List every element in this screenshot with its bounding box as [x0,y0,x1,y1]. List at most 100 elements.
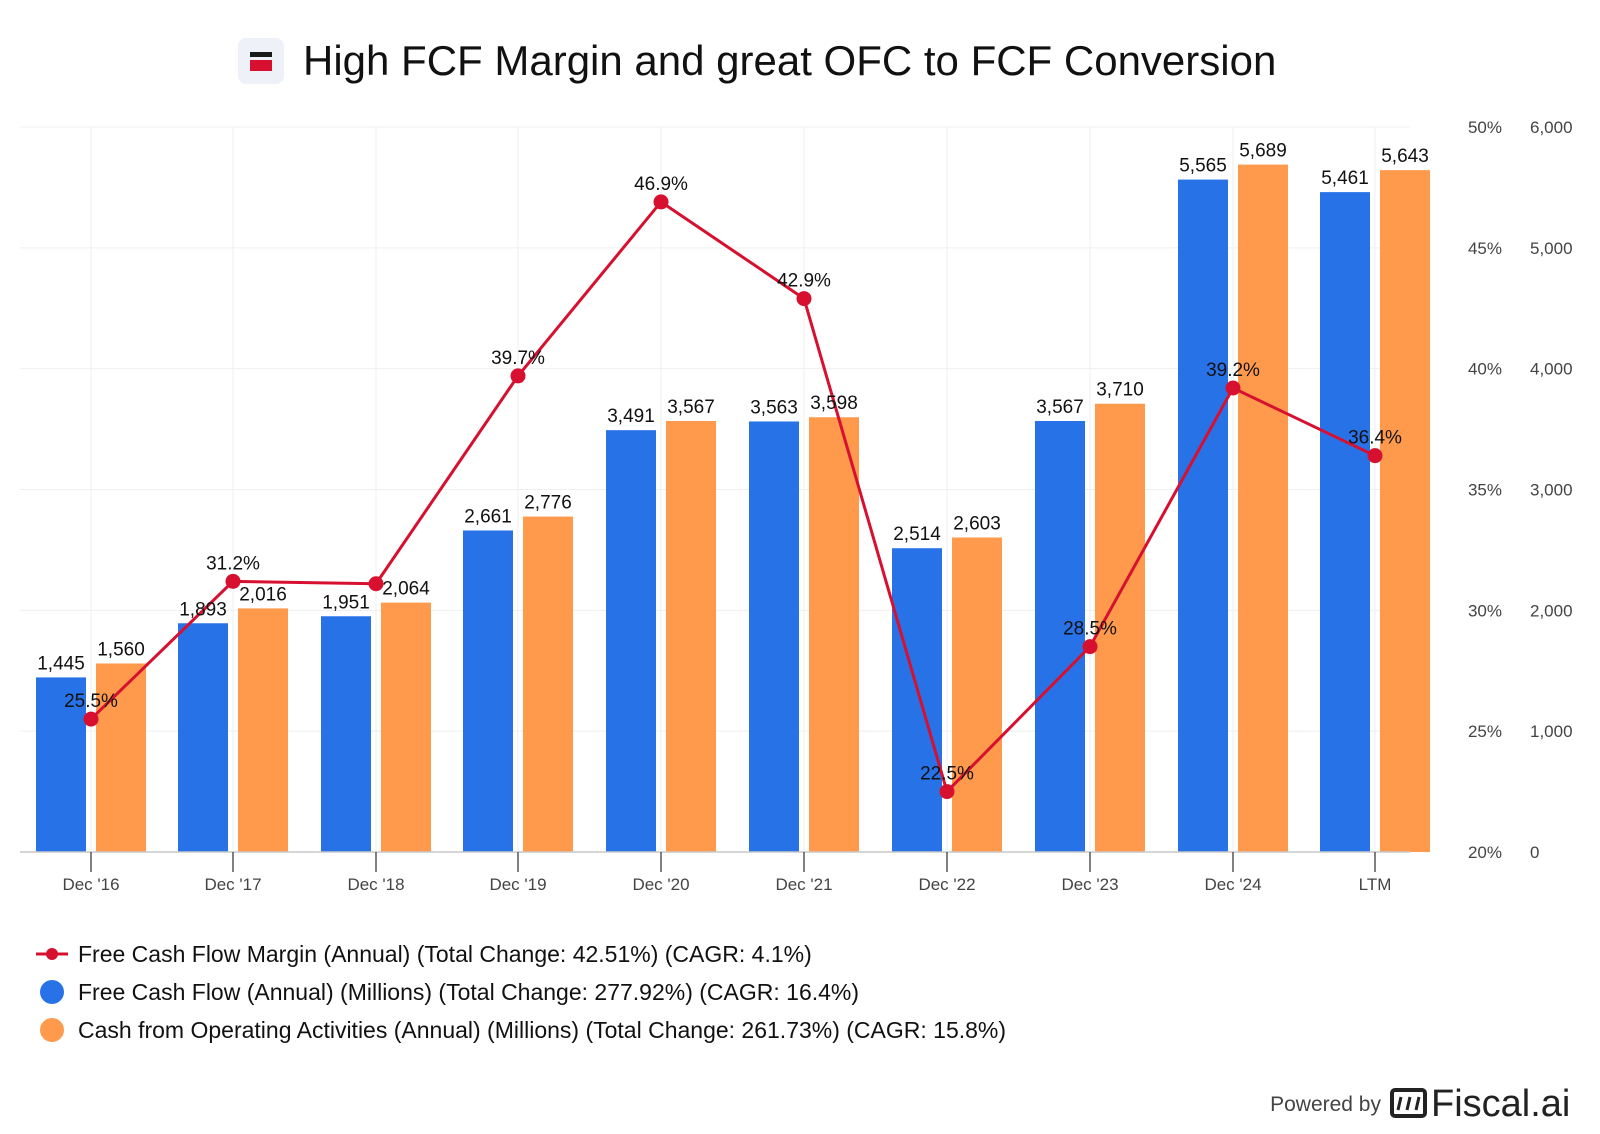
y-axis-millions-tick: 4,000 [1530,360,1573,379]
margin-point-label: 25.5% [64,691,118,712]
fcf-bar-label: 2,661 [464,506,512,527]
fcf-bar[interactable] [1178,179,1228,852]
ocf-bar[interactable] [952,537,1002,852]
y-axis-percent-tick: 35% [1468,481,1502,500]
data-labels: 1,445 1,560 1,893 2,016 1,951 2,064 2,661 2,776… [37,141,1429,785]
y-axis-percent-tick: 40% [1468,360,1502,379]
fiscal-logo-bar-2 [1405,1096,1412,1111]
fcf-bar-label: 2,514 [893,524,941,545]
legend-margin-dot-marker [46,948,58,960]
fcf-bar[interactable] [178,623,228,852]
legend-item-margin[interactable]: Free Cash Flow Margin (Annual) (Total Ch… [36,941,812,967]
ocf-bar[interactable] [523,516,573,852]
x-axis-tick-label: Dec '21 [775,875,832,894]
y-axis-percent-tick: 50% [1468,118,1502,137]
fcf-bar-label: 1,951 [322,592,370,613]
fcf-bar-label: 3,567 [1036,397,1084,418]
fcf-bar-label: 3,491 [607,406,655,427]
ocf-bar-label: 5,643 [1381,146,1429,167]
fcf-bar-label: 5,565 [1179,156,1227,177]
x-axis-tick-label: Dec '23 [1061,875,1118,894]
margin-point[interactable] [1225,380,1241,396]
fiscal-logo-icon[interactable] [1390,1088,1427,1118]
ocf-bar-label: 2,064 [382,579,430,600]
legend-fcf-label: Free Cash Flow (Annual) (Millions) (Tota… [78,979,859,1005]
fcf-bar[interactable] [36,677,86,852]
fcf-bar[interactable] [892,548,942,852]
ocf-bar[interactable] [666,420,716,852]
legend-ocf-dot-marker [40,1018,64,1042]
margin-point[interactable] [510,368,526,384]
ocf-bar-label: 3,567 [667,397,715,418]
y-axis-percent-tick: 25% [1468,722,1502,741]
x-axis-tick-label: Dec '17 [204,875,261,894]
ocf-bar[interactable] [1238,164,1288,852]
x-axis-tick-label: Dec '19 [489,875,546,894]
ocf-bar-label: 5,689 [1239,141,1287,162]
ocf-bar-label: 3,710 [1096,380,1144,401]
fcf-bar[interactable] [321,616,371,852]
footer: Powered by Fiscal.ai [1270,1083,1570,1125]
y-axis-millions-tick: 5,000 [1530,239,1573,258]
fiscal-logo-frame [1390,1088,1427,1118]
flag-icon-stripe-top [250,52,272,57]
legend-item-ocf[interactable]: Cash from Operating Activities (Annual) … [40,1017,1006,1043]
x-axis-tick-label: Dec '18 [347,875,404,894]
fcf-bar[interactable] [606,430,656,852]
margin-point[interactable] [368,576,384,592]
ocf-bar[interactable] [96,663,146,853]
axes: 0 20% 1,000 25% 2,000 30% 3,000 35% 4,000 40% 5,00… [20,118,1573,894]
margin-point[interactable] [1082,639,1098,655]
flag-icon-stripe-bottom [250,60,272,71]
fiscal-logo-bar-3 [1414,1096,1421,1111]
x-axis-tick-label: Dec '24 [1204,875,1261,894]
y-axis-millions-tick: 1,000 [1530,722,1573,741]
fcf-bar[interactable] [749,421,799,852]
legend-margin-label: Free Cash Flow Margin (Annual) (Total Ch… [78,941,812,967]
powered-by-text: Powered by [1270,1093,1381,1116]
legend-ocf-label: Cash from Operating Activities (Annual) … [78,1017,1006,1043]
fcf-bar-label: 5,461 [1321,168,1369,189]
ocf-bar[interactable] [381,602,431,852]
y-axis-millions-tick: 2,000 [1530,601,1573,620]
bars [36,164,1430,853]
x-axis-tick-label: Dec '20 [632,875,689,894]
margin-point-label: 28.5% [1063,619,1117,640]
margin-point[interactable] [939,784,955,800]
legend-item-fcf[interactable]: Free Cash Flow (Annual) (Millions) (Tota… [40,979,859,1005]
ocf-bar-label: 2,603 [953,513,1001,534]
legend: Free Cash Flow Margin (Annual) (Total Ch… [36,941,1006,1043]
margin-point[interactable] [83,711,99,727]
ocf-bar[interactable] [1380,170,1430,852]
margin-point-label: 22.5% [920,764,974,785]
margin-point[interactable] [653,194,669,210]
ocf-bar[interactable] [1095,403,1145,852]
margin-point-label: 36.4% [1348,428,1402,449]
x-axis-tick-label: Dec '16 [62,875,119,894]
ocf-bar[interactable] [809,417,859,852]
margin-point-label: 31.2% [206,553,260,574]
margin-point[interactable] [225,573,241,589]
ocf-bar-label: 2,776 [524,493,572,514]
margin-line-path [89,200,1376,794]
fcf-bar-label: 1,893 [179,599,227,620]
margin-point-label: 39.2% [1206,360,1260,381]
y-axis-percent-tick: 20% [1468,843,1502,862]
x-axis-tick-label: LTM [1359,875,1392,894]
margin-point-label: 42.9% [777,271,831,292]
margin-point[interactable] [796,291,812,307]
ocf-bar[interactable] [238,608,288,852]
fcf-bar-label: 3,563 [750,397,798,418]
legend-fcf-dot-marker [40,980,64,1004]
fcf-bar[interactable] [1035,420,1085,852]
fcf-bar-label: 1,445 [37,653,85,674]
margin-point[interactable] [1367,448,1383,464]
margin-line [83,194,1383,800]
fcf-bar[interactable] [1320,192,1370,853]
fcf-bar[interactable] [463,530,513,852]
y-axis-millions-tick: 6,000 [1530,118,1573,137]
ocf-bar-label: 2,016 [239,584,287,605]
ocf-bar-label: 1,560 [97,640,145,661]
fiscal-brand-name[interactable]: Fiscal.ai [1431,1083,1570,1125]
